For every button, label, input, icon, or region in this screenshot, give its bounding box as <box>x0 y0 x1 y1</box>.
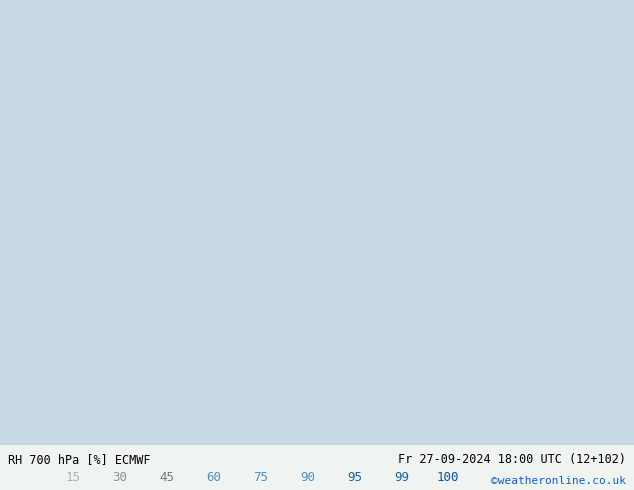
Text: 90: 90 <box>300 471 315 484</box>
Text: 100: 100 <box>437 471 460 484</box>
Text: 15: 15 <box>65 471 81 484</box>
Text: 45: 45 <box>159 471 174 484</box>
Text: ©weatheronline.co.uk: ©weatheronline.co.uk <box>491 476 626 487</box>
Text: Fr 27-09-2024 18:00 UTC (12+102): Fr 27-09-2024 18:00 UTC (12+102) <box>398 453 626 466</box>
Text: 95: 95 <box>347 471 362 484</box>
Text: 75: 75 <box>253 471 268 484</box>
Text: 99: 99 <box>394 471 409 484</box>
Text: RH 700 hPa [%] ECMWF: RH 700 hPa [%] ECMWF <box>8 453 150 466</box>
Text: 60: 60 <box>206 471 221 484</box>
Text: 30: 30 <box>112 471 127 484</box>
